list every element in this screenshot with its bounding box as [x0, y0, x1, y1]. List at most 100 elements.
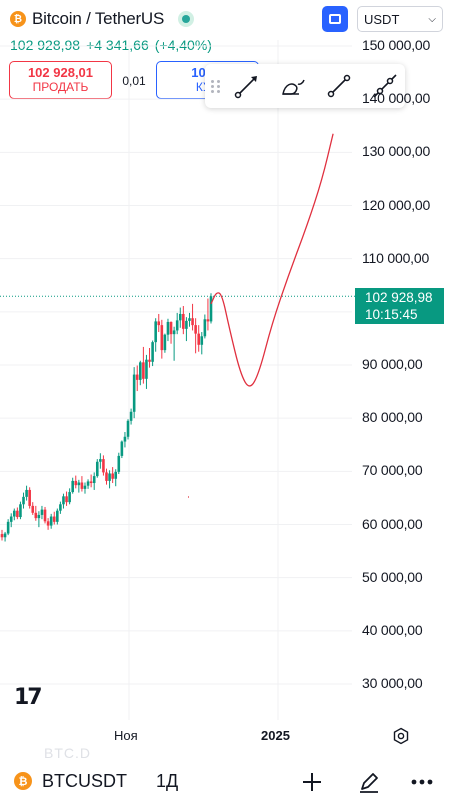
bottom-toolbar: ₿ BTCUSDT 1Д [0, 762, 449, 800]
time-axis-label: Ноя [114, 728, 138, 743]
candle-body [188, 318, 191, 321]
candle-body [145, 359, 148, 379]
price-axis-label: 110 000,00 [362, 249, 430, 266]
interval-button[interactable]: 1Д [156, 771, 179, 791]
candle-body [117, 455, 121, 472]
candle-body [56, 510, 59, 522]
candle-body [43, 509, 47, 522]
candle-body [22, 496, 25, 505]
candle-body [99, 459, 102, 462]
price-axis-label: 80 000,00 [362, 409, 423, 426]
candle-body [74, 480, 78, 486]
window-icon [329, 14, 341, 24]
current-price-tag: 102 928,98 10:15:45 [355, 288, 444, 324]
candle-body [154, 321, 157, 343]
brush-tool-icon[interactable] [273, 66, 313, 106]
time-axis-label: 2025 [261, 728, 290, 743]
price-change-percent: (+4,40%) [154, 37, 212, 53]
price-axis-label: 130 000,00 [362, 143, 431, 160]
price-axis-label: 50 000,00 [362, 568, 423, 585]
watermark-text: BTC.D [44, 745, 91, 761]
candle-body [12, 510, 16, 517]
candle-body [9, 516, 13, 522]
bar-countdown: 10:15:45 [365, 307, 418, 322]
price-axis-label: 60 000,00 [362, 515, 423, 532]
candle-body [203, 319, 207, 337]
currency-select[interactable]: USDT ⌵ [357, 6, 443, 32]
candle-body [71, 480, 74, 493]
candle-body [129, 411, 133, 421]
candle-body [157, 321, 161, 326]
candle-body [28, 489, 31, 506]
candle-body [111, 473, 114, 479]
symbol-title[interactable]: Bitcoin / TetherUS [32, 9, 165, 28]
price-axis-label: 70 000,00 [362, 462, 423, 479]
candle-body [83, 485, 87, 489]
currency-value: USDT [364, 11, 400, 27]
drawing-toolbar[interactable] [205, 64, 405, 108]
candle-body [89, 481, 93, 484]
candle-body [135, 374, 139, 380]
candle-body [151, 342, 154, 362]
candle-body [200, 336, 204, 345]
price-axis-label: 40 000,00 [362, 621, 423, 638]
candle-body [172, 330, 176, 335]
bitcoin-icon: ₿ [14, 772, 32, 790]
candle-body [77, 482, 81, 486]
candle-body [114, 471, 118, 479]
candle-body [6, 521, 10, 534]
drag-handle-icon[interactable] [211, 78, 221, 94]
candle-body [46, 521, 50, 526]
line-tool-icon[interactable] [319, 66, 359, 106]
candle-body [52, 516, 56, 522]
more-icon[interactable] [408, 768, 436, 796]
candle-body [148, 359, 151, 362]
ray-tool-icon[interactable] [365, 66, 405, 106]
price-axis-label: 30 000,00 [362, 675, 423, 691]
candle-body [34, 512, 38, 519]
sell-button[interactable]: 102 928,01 ПРОДАТЬ [9, 61, 112, 99]
symbol-search-button[interactable]: BTCUSDT [42, 771, 127, 791]
candle-body [197, 333, 201, 345]
symbol-header[interactable]: ₿ Bitcoin / TetherUS [10, 8, 195, 30]
price-summary: 102 928,98 +4 341,66 (+4,40%) [10, 37, 212, 53]
candle-body [160, 325, 164, 351]
candle-body [169, 321, 173, 335]
market-open-icon [178, 11, 195, 27]
candle-body [102, 459, 105, 473]
trend-line-tool-icon[interactable] [227, 66, 267, 106]
candle-body [178, 313, 182, 321]
candle-body [16, 510, 19, 518]
candle-body [49, 516, 53, 526]
candle-body [59, 504, 62, 511]
candle-body [163, 334, 167, 351]
price-chart[interactable] [0, 0, 449, 760]
candle-body [31, 505, 35, 513]
candle-body [37, 514, 41, 519]
candle-body [65, 496, 68, 503]
sell-price: 102 928,01 [27, 65, 94, 80]
current-price-value: 102 928,98 [365, 290, 433, 305]
window-toggle-button[interactable] [322, 6, 348, 32]
price-axis-label: 90 000,00 [362, 356, 423, 372]
pen-icon[interactable] [355, 768, 383, 796]
candle-body [108, 473, 111, 481]
candle-body [95, 461, 99, 477]
last-price: 102 928,98 [10, 37, 81, 53]
candle-body [86, 481, 90, 486]
candle-body [139, 362, 142, 380]
candle-body [0, 534, 4, 538]
candle-body [194, 325, 197, 334]
candle-body [105, 472, 108, 481]
chart-settings-icon[interactable] [392, 727, 410, 745]
candle-body [123, 436, 127, 442]
candle-body [132, 374, 136, 412]
price-axis-label: 140 000,00 [362, 90, 431, 107]
tradingview-logo: 17 [14, 685, 43, 710]
forecast-curve [210, 133, 334, 387]
candle-body [166, 321, 170, 335]
add-icon[interactable] [298, 768, 326, 796]
spread-value: 0,01 [122, 74, 146, 88]
candle-body [92, 476, 96, 484]
candle-body [62, 496, 65, 505]
